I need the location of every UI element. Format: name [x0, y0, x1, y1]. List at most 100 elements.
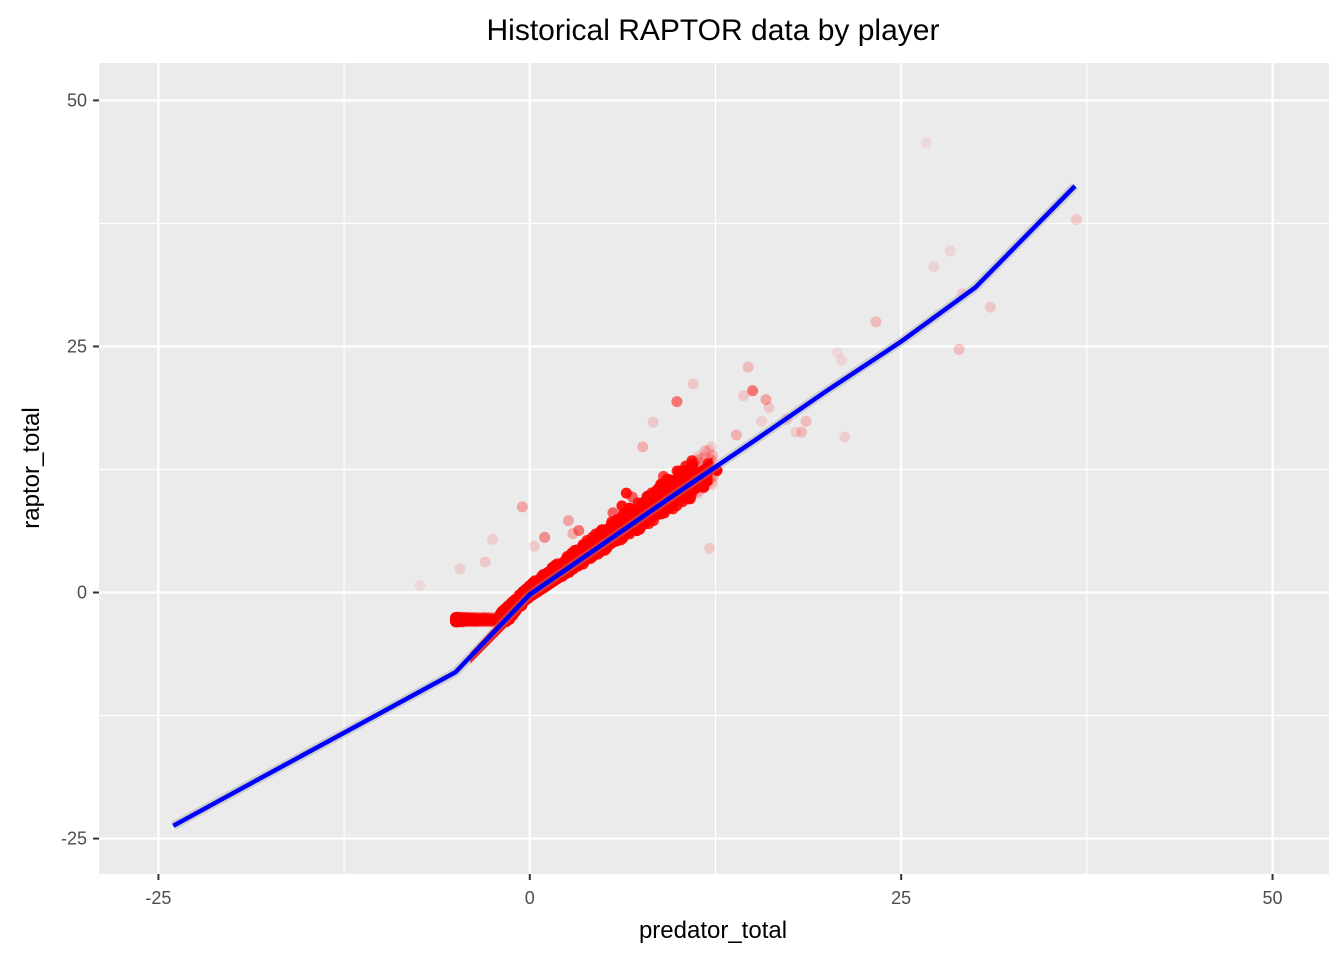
- cluster-point: [455, 613, 467, 625]
- x-tick-label: -25: [145, 888, 171, 908]
- cluster-point: [453, 613, 465, 625]
- data-point: [928, 261, 940, 273]
- cluster-point: [452, 612, 464, 624]
- cluster-point: [472, 612, 484, 624]
- data-point: [548, 564, 560, 576]
- cluster-point: [450, 612, 462, 624]
- cluster-point: [468, 615, 480, 627]
- cluster-point: [450, 614, 462, 626]
- cluster-point: [450, 614, 462, 626]
- data-point: [760, 394, 772, 406]
- cluster-point: [462, 612, 474, 624]
- y-axis: -25 0 25 50: [61, 90, 99, 849]
- cluster-point: [451, 612, 463, 624]
- cluster-point: [464, 615, 476, 627]
- cluster-point: [457, 616, 469, 628]
- cluster-point: [452, 615, 464, 627]
- cluster-point: [466, 612, 478, 624]
- cluster-point: [463, 615, 475, 627]
- cluster-point: [472, 612, 484, 624]
- cluster-point: [450, 612, 462, 624]
- cluster-point: [466, 612, 478, 624]
- cluster-point: [483, 613, 495, 625]
- cluster-point: [465, 613, 477, 625]
- cluster-point: [450, 613, 462, 625]
- data-point: [984, 301, 996, 313]
- cluster-point: [456, 615, 468, 627]
- cluster-point: [452, 612, 464, 624]
- cluster-point: [456, 614, 468, 626]
- cluster-point: [472, 616, 484, 628]
- cluster-point: [475, 616, 487, 628]
- cluster-point: [458, 613, 470, 625]
- cluster-point: [486, 616, 498, 628]
- cluster-point: [463, 613, 475, 625]
- cluster-point: [464, 615, 476, 627]
- cluster-point: [451, 613, 463, 625]
- cluster-point: [473, 612, 485, 624]
- cluster-point: [450, 615, 462, 627]
- cluster-point: [473, 614, 485, 626]
- cluster-point: [451, 612, 463, 624]
- cluster-point: [453, 611, 465, 623]
- cluster-point: [461, 612, 473, 624]
- cluster-point: [453, 614, 465, 626]
- cluster-point: [450, 615, 462, 627]
- cluster-point: [450, 614, 462, 626]
- cluster-point: [452, 612, 464, 624]
- cluster-point: [450, 613, 462, 625]
- cluster-point: [450, 613, 462, 625]
- cluster-point: [455, 614, 467, 626]
- cluster-point: [470, 614, 482, 626]
- cluster-point: [469, 611, 481, 623]
- cluster-point: [450, 614, 462, 626]
- cluster-point: [450, 612, 462, 624]
- cluster-point: [460, 612, 472, 624]
- cluster-point: [481, 615, 493, 627]
- cluster-point: [465, 613, 477, 625]
- cluster-point: [452, 615, 464, 627]
- cluster-point: [477, 612, 489, 624]
- cluster-point: [476, 613, 488, 625]
- cluster-point: [462, 614, 474, 626]
- cluster-point: [480, 613, 492, 625]
- cluster-point: [452, 616, 464, 628]
- cluster-point: [474, 614, 486, 626]
- cluster-point: [450, 612, 462, 624]
- cluster-point: [487, 616, 499, 628]
- cluster-point: [471, 614, 483, 626]
- cluster-point: [450, 616, 462, 628]
- cluster-point: [477, 616, 489, 628]
- cluster-point: [450, 615, 462, 627]
- cluster-point: [467, 612, 479, 624]
- cluster-point: [450, 612, 462, 624]
- cluster-point: [450, 615, 462, 627]
- cluster-point: [456, 614, 468, 626]
- cluster-point: [452, 613, 464, 625]
- cluster-point: [453, 612, 465, 624]
- cluster-point: [481, 613, 493, 625]
- cluster-point: [463, 613, 475, 625]
- regression-line: [172, 184, 1077, 828]
- cluster-point: [460, 615, 472, 627]
- cluster-point: [450, 616, 462, 628]
- cluster-point: [483, 615, 495, 627]
- cluster-point: [451, 612, 463, 624]
- cluster-point: [450, 615, 462, 627]
- cluster-point: [472, 613, 484, 625]
- cluster-point: [474, 613, 486, 625]
- cluster-point: [456, 616, 468, 628]
- cluster-point: [451, 612, 463, 624]
- cluster-point: [703, 444, 715, 456]
- cluster-point: [479, 612, 491, 624]
- cluster-point: [473, 613, 485, 625]
- cluster-point: [466, 612, 478, 624]
- cluster-point: [452, 614, 464, 626]
- cluster-point: [450, 613, 462, 625]
- cluster-point: [451, 613, 463, 625]
- cluster-point: [480, 614, 492, 626]
- cluster-point: [476, 615, 488, 627]
- cluster-point: [458, 613, 470, 625]
- cluster-point: [460, 612, 472, 624]
- cluster-point: [465, 613, 477, 625]
